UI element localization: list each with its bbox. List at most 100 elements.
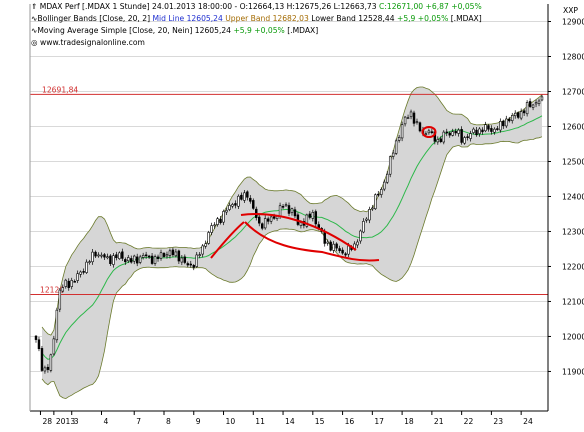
candle-body xyxy=(516,112,520,118)
annotation-curve-left xyxy=(210,221,245,259)
candle xyxy=(314,209,318,227)
candle-body xyxy=(406,117,410,119)
candle-body xyxy=(201,245,204,255)
candle-body xyxy=(79,271,82,275)
candle xyxy=(451,128,454,137)
legend-ma-suffix: [.MDAX] xyxy=(287,26,319,35)
candle xyxy=(106,253,109,260)
candle-body xyxy=(266,218,270,222)
candle xyxy=(519,108,523,121)
candle xyxy=(91,248,94,265)
candle-body xyxy=(61,287,65,292)
candle xyxy=(454,128,457,136)
price-tick-label: 12500 xyxy=(562,157,584,166)
candle-body xyxy=(37,339,41,350)
axis-unit-label: XXP xyxy=(563,6,578,15)
candle-body xyxy=(82,271,85,273)
candle xyxy=(37,336,41,352)
candle-body xyxy=(225,210,228,213)
candle-body xyxy=(487,125,490,130)
candle-body xyxy=(341,249,344,254)
candle xyxy=(293,206,297,219)
candle xyxy=(537,98,541,107)
legend-instrument-row: ⇑ MDAX Perf [.MDAX 1 Stunde] 24.01.2013 … xyxy=(31,2,482,11)
candle-body xyxy=(418,122,422,132)
price-axis-labels: 11900 12000 12100 12200 12300 12400 12500 12600… xyxy=(548,17,584,376)
candle-body xyxy=(269,216,273,222)
candle-body xyxy=(522,110,526,114)
candle xyxy=(287,202,291,217)
candle-body xyxy=(311,212,315,219)
candle xyxy=(442,130,445,145)
candle-body xyxy=(106,256,109,259)
candle-body xyxy=(287,205,291,214)
candle xyxy=(249,195,252,204)
candle-body xyxy=(314,211,318,225)
candle xyxy=(487,124,490,132)
candle-body xyxy=(511,115,514,121)
candle-body xyxy=(344,253,347,256)
candle xyxy=(391,149,395,160)
candle xyxy=(219,215,222,225)
candle xyxy=(418,121,422,133)
candle xyxy=(177,249,181,264)
candle xyxy=(415,118,419,125)
candle-body xyxy=(260,223,264,229)
candle xyxy=(246,190,249,201)
candle xyxy=(201,243,204,258)
candle xyxy=(97,252,100,258)
time-tick-label: 4 xyxy=(103,417,108,426)
candle-body xyxy=(281,206,285,208)
candle xyxy=(88,259,91,265)
candle-body xyxy=(478,128,481,134)
candle xyxy=(165,251,169,259)
time-tick-label: 8 xyxy=(166,417,171,426)
legend-instrument-change: C:12671,00 +6,87 +0,05% xyxy=(379,2,482,11)
candle xyxy=(359,229,362,244)
candle xyxy=(377,191,380,197)
reference-line-label: 12120 xyxy=(40,285,64,294)
price-tick-label: 12000 xyxy=(562,332,584,341)
candle xyxy=(356,239,359,249)
candle-body xyxy=(299,222,303,226)
price-tick-label: 12200 xyxy=(562,262,584,271)
candle xyxy=(505,115,508,129)
time-tick-label: 15 xyxy=(315,417,325,426)
candle xyxy=(290,207,294,216)
time-tick-label: 7 xyxy=(136,417,141,426)
candle-body xyxy=(412,112,416,124)
candle-body xyxy=(496,128,499,130)
candle-body xyxy=(204,243,207,247)
candle-body xyxy=(34,335,38,340)
candle-body xyxy=(133,255,136,262)
candle-body xyxy=(335,243,338,249)
candle-body xyxy=(403,116,407,125)
candle xyxy=(130,255,133,264)
candle xyxy=(171,247,175,257)
candle xyxy=(269,214,273,225)
candle-body xyxy=(73,281,76,283)
candle-body xyxy=(383,181,386,190)
time-tick-label: 10 xyxy=(226,417,236,426)
candle-body xyxy=(156,256,160,259)
candle xyxy=(237,194,240,209)
candle xyxy=(403,116,407,127)
candle-body xyxy=(436,138,440,143)
candle xyxy=(162,252,166,258)
candle-body xyxy=(463,137,466,144)
candle-body xyxy=(332,243,335,251)
candle-body xyxy=(88,261,91,263)
candle-body xyxy=(525,102,529,115)
candle xyxy=(147,254,151,259)
candle-body xyxy=(49,354,53,371)
candle-body xyxy=(284,204,288,207)
time-tick-label: 9 xyxy=(196,417,201,426)
candle xyxy=(475,126,478,137)
legend-instrument-text: MDAX Perf [.MDAX 1 Stunde] 24.01.2013 18… xyxy=(39,2,380,11)
candle-body xyxy=(356,241,359,246)
candle-body xyxy=(460,129,463,143)
annotation-curve-lower xyxy=(244,221,380,262)
candle xyxy=(127,254,130,264)
candle-body xyxy=(472,128,475,133)
legend-bollinger-change: +5,9 +0,05% xyxy=(396,14,451,23)
